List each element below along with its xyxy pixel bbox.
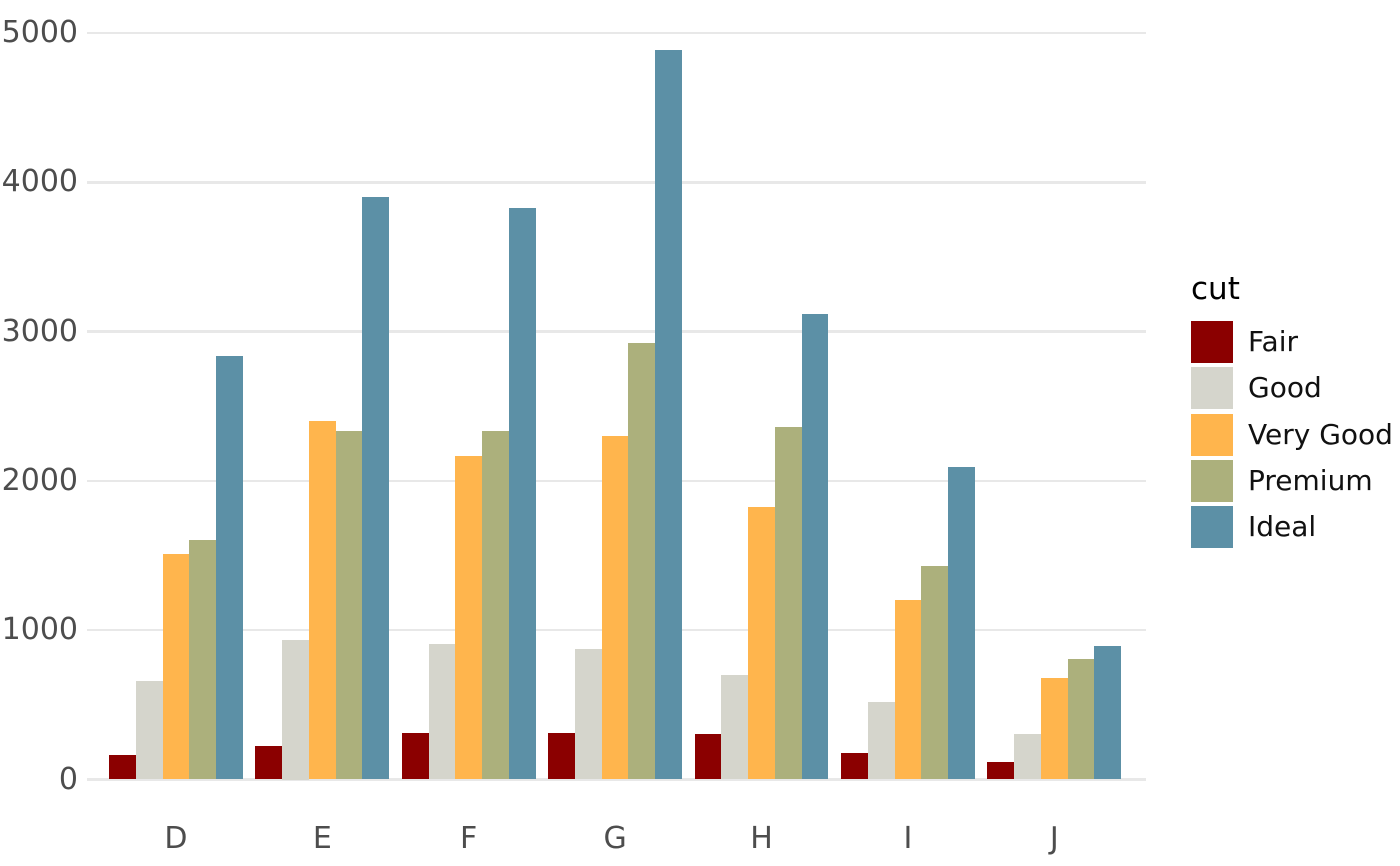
legend-item-label: Premium	[1248, 463, 1373, 497]
legend-swatch-premium	[1191, 459, 1233, 502]
legend-swatch-ideal	[1191, 506, 1233, 549]
bar-good-i	[867, 701, 895, 780]
x-axis-tick-label: F	[460, 821, 478, 856]
bar-premium-f	[482, 431, 509, 780]
x-axis-tick-label: E	[312, 821, 332, 856]
bar-good-j	[1014, 733, 1041, 780]
y-axis-tick-label: 5000	[1, 15, 78, 50]
y-axis-tick-label: 4000	[1, 164, 78, 200]
bar-ideal-g	[655, 50, 682, 780]
bar-premium-g	[628, 342, 656, 780]
bar-ideal-h	[801, 314, 829, 780]
bar-good-d	[135, 680, 163, 780]
bar-premium-j	[1067, 658, 1095, 780]
y-axis-tick-label: 0	[58, 761, 78, 797]
bar-fair-h	[694, 734, 722, 780]
bar-fair-d	[109, 755, 136, 780]
x-axis-tick-label: I	[903, 821, 913, 856]
legend-swatch-fair	[1191, 321, 1233, 363]
bar-very-good-e	[308, 421, 336, 780]
bar-fair-f	[401, 732, 429, 780]
legend-item: Premium	[1191, 459, 1393, 502]
bar-very-good-d	[162, 553, 190, 780]
legend-item: Fair	[1191, 321, 1393, 363]
bar-ideal-e	[362, 196, 390, 780]
y-axis-tick-label: 1000	[1, 612, 78, 648]
legend-swatch-good	[1191, 367, 1233, 410]
legend-item: Ideal	[1191, 506, 1393, 549]
legend-item-label: Very Good	[1248, 417, 1393, 451]
bar-fair-j	[987, 761, 1015, 780]
legend-item-label: Fair	[1248, 325, 1298, 358]
legend-item: Good	[1191, 367, 1393, 410]
legend-title: cut	[1191, 271, 1240, 307]
x-axis-tick-label: D	[164, 821, 188, 856]
bar-premium-h	[774, 427, 802, 780]
bar-very-good-j	[1040, 678, 1068, 780]
bar-ideal-i	[948, 467, 975, 780]
bar-good-h	[721, 674, 749, 780]
bar-fair-g	[548, 732, 575, 780]
bar-fair-e	[255, 746, 283, 780]
legend-item: Very Good	[1191, 413, 1393, 456]
bar-premium-e	[335, 430, 363, 780]
legend-swatch-very-good	[1191, 413, 1233, 456]
legend-item-label: Good	[1248, 371, 1322, 405]
x-axis-tick-label: J	[1049, 821, 1059, 856]
y-axis-tick-label: 3000	[1, 313, 78, 349]
legend-item-label: Ideal	[1248, 510, 1317, 544]
bar-very-good-g	[601, 436, 629, 780]
gridline	[87, 181, 1146, 184]
bar-fair-i	[841, 753, 868, 780]
legend-items: Fair Good Very Good Premium Ideal	[1191, 321, 1393, 549]
bar-good-e	[282, 640, 309, 780]
bar-good-f	[428, 643, 456, 780]
legend: cut Fair Good Very Good Premium Ideal	[1191, 271, 1393, 552]
bar-ideal-f	[508, 208, 536, 780]
bar-ideal-j	[1094, 645, 1122, 780]
gridline	[87, 31, 1146, 35]
bar-good-g	[574, 649, 602, 780]
x-axis-tick-label: G	[603, 821, 627, 856]
bar-very-good-i	[894, 599, 922, 780]
bar-very-good-h	[748, 507, 775, 780]
bar-premium-d	[189, 540, 216, 780]
x-axis-tick-label: H	[750, 821, 773, 856]
bar-very-good-f	[455, 456, 483, 780]
gridline	[87, 778, 1146, 781]
gridline	[87, 330, 1146, 333]
bar-premium-i	[921, 566, 948, 780]
bar-ideal-d	[216, 356, 243, 780]
y-axis-tick-label: 2000	[1, 462, 78, 498]
